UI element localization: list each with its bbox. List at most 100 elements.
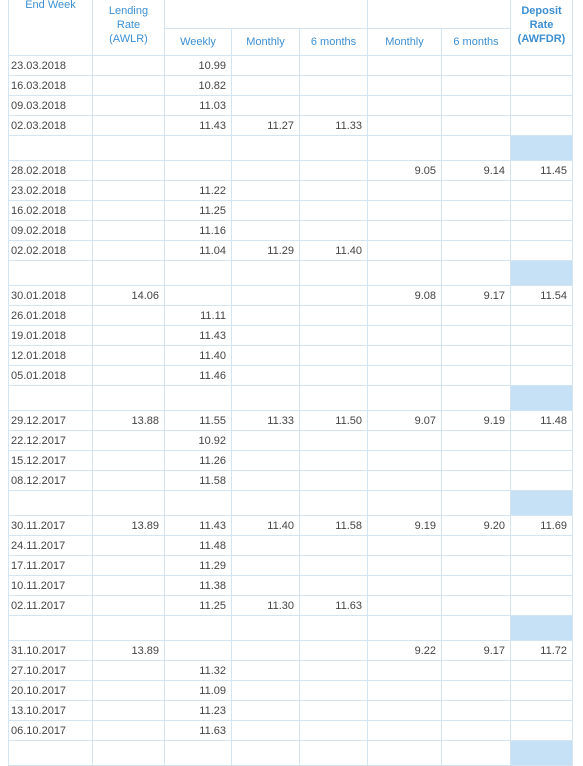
- table-row: 20.10.2017 11.09: [8, 680, 573, 701]
- rate-cell: [510, 75, 573, 96]
- rate-cell: 11.55: [164, 410, 232, 431]
- separator-cell: [367, 490, 442, 516]
- rate-cell: [367, 345, 442, 366]
- separator-row: [8, 615, 573, 641]
- rate-cell: [510, 575, 573, 596]
- rate-cell: [510, 680, 573, 701]
- rate-cell: 13.89: [92, 640, 165, 661]
- rate-cell: [92, 75, 165, 96]
- rate-cell: [231, 365, 300, 386]
- rate-cell: [92, 345, 165, 366]
- week-cell: 20.10.2017: [8, 680, 93, 701]
- separator-row: [8, 385, 573, 411]
- rate-cell: 13.89: [92, 515, 165, 536]
- rate-cell: [441, 470, 511, 491]
- week-cell: 30.01.2018: [8, 285, 93, 306]
- rate-cell: [92, 430, 165, 451]
- rate-cell: [164, 285, 232, 306]
- rate-cell: [299, 95, 368, 116]
- rate-cell: [441, 575, 511, 596]
- rate-cell: 11.48: [510, 410, 573, 431]
- rate-cell: [367, 240, 442, 261]
- table-header: End Week Lending Rate (AWLR) Deposit Rat…: [8, 0, 573, 56]
- rate-cell: 11.27: [231, 115, 300, 136]
- table-row: 29.12.2017 13.88 11.55 11.33 11.50 9.07 9.19 11…: [8, 410, 573, 431]
- rate-cell: [92, 240, 165, 261]
- rate-cell: 11.25: [164, 595, 232, 616]
- rate-cell: [299, 75, 368, 96]
- table-row: 16.03.2018 10.82: [8, 75, 573, 96]
- header-cell: 6 months: [299, 28, 368, 56]
- rate-cell: [510, 305, 573, 326]
- rate-cell: [299, 285, 368, 306]
- separator-cell: [231, 490, 300, 516]
- table-row: 27.10.2017 11.32: [8, 660, 573, 681]
- rate-cell: [441, 115, 511, 136]
- separator-cell: [367, 260, 442, 286]
- rate-cell: [367, 200, 442, 221]
- rate-cell: [92, 535, 165, 556]
- separator-cell: [8, 740, 93, 766]
- separator-cell: [8, 490, 93, 516]
- rate-cell: [510, 55, 573, 76]
- separator-cell: [8, 615, 93, 641]
- rate-cell: [231, 55, 300, 76]
- rate-cell: [299, 535, 368, 556]
- week-cell: 23.02.2018: [8, 180, 93, 201]
- week-cell: 16.02.2018: [8, 200, 93, 221]
- rate-cell: [441, 240, 511, 261]
- week-cell: 15.12.2017: [8, 450, 93, 471]
- rate-cell: [510, 450, 573, 471]
- table-row: 26.01.2018 11.11: [8, 305, 573, 326]
- rate-cell: 11.43: [164, 515, 232, 536]
- separator-cell: [510, 135, 573, 161]
- rate-cell: [231, 75, 300, 96]
- rate-cell: [299, 450, 368, 471]
- rate-cell: [231, 160, 300, 181]
- rate-cell: 11.33: [231, 410, 300, 431]
- rate-cell: [510, 220, 573, 241]
- rate-cell: [367, 680, 442, 701]
- rate-cell: [231, 700, 300, 721]
- rate-cell: [510, 720, 573, 741]
- separator-cell: [92, 490, 165, 516]
- rate-cell: [441, 55, 511, 76]
- week-cell: 24.11.2017: [8, 535, 93, 556]
- table-row: 23.03.2018 10.99: [8, 55, 573, 76]
- rate-cell: [367, 595, 442, 616]
- rate-cell: [510, 200, 573, 221]
- rate-cell: [367, 535, 442, 556]
- separator-cell: [231, 135, 300, 161]
- separator-cell: [367, 740, 442, 766]
- rate-cell: 11.40: [231, 515, 300, 536]
- table-row: 05.01.2018 11.46: [8, 365, 573, 386]
- rate-cell: 11.40: [164, 345, 232, 366]
- rate-cell: [231, 470, 300, 491]
- week-cell: 08.12.2017: [8, 470, 93, 491]
- week-cell: 19.01.2018: [8, 325, 93, 346]
- rate-cell: 11.58: [164, 470, 232, 491]
- rate-cell: [231, 180, 300, 201]
- header-cell: Deposit Rate (AWFDR): [510, 0, 573, 56]
- table-row: 02.11.2017 11.25 11.30 11.63: [8, 595, 573, 616]
- rate-cell: [231, 640, 300, 661]
- rate-cell: 11.04: [164, 240, 232, 261]
- rate-cell: 11.33: [299, 115, 368, 136]
- table-row: 23.02.2018 11.22: [8, 180, 573, 201]
- rate-cell: [441, 95, 511, 116]
- rate-cell: [367, 180, 442, 201]
- rate-cell: [510, 115, 573, 136]
- rate-cell: [367, 470, 442, 491]
- week-cell: 23.03.2018: [8, 55, 93, 76]
- rate-cell: [92, 160, 165, 181]
- week-cell: 10.11.2017: [8, 575, 93, 596]
- rate-cell: [92, 95, 165, 116]
- rate-cell: [164, 640, 232, 661]
- week-cell: 02.03.2018: [8, 115, 93, 136]
- table-row: 02.02.2018 11.04 11.29 11.40: [8, 240, 573, 261]
- rate-cell: [510, 470, 573, 491]
- rate-cell: [299, 555, 368, 576]
- rate-cell: 9.08: [367, 285, 442, 306]
- rate-cell: [231, 680, 300, 701]
